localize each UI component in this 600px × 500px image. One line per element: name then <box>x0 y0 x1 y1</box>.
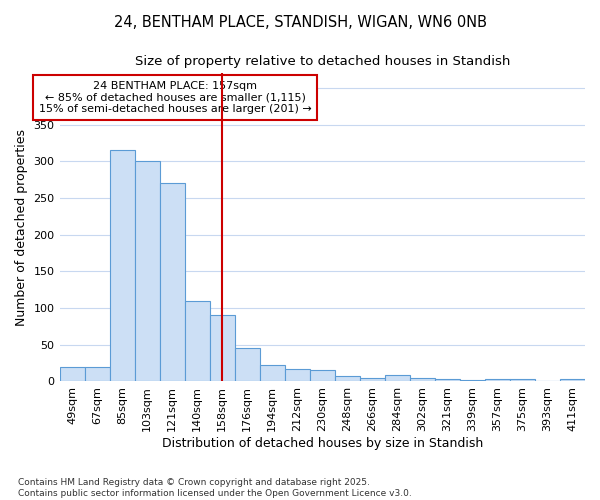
Bar <box>209 316 235 382</box>
Bar <box>285 369 310 382</box>
Bar <box>185 301 209 382</box>
Bar <box>535 380 560 382</box>
Bar <box>360 378 385 382</box>
Bar <box>260 366 285 382</box>
Bar <box>310 370 335 382</box>
Text: Contains HM Land Registry data © Crown copyright and database right 2025.
Contai: Contains HM Land Registry data © Crown c… <box>18 478 412 498</box>
Text: 24, BENTHAM PLACE, STANDISH, WIGAN, WN6 0NB: 24, BENTHAM PLACE, STANDISH, WIGAN, WN6 … <box>113 15 487 30</box>
Bar <box>410 378 435 382</box>
Bar <box>510 378 535 382</box>
Title: Size of property relative to detached houses in Standish: Size of property relative to detached ho… <box>134 55 510 68</box>
Y-axis label: Number of detached properties: Number of detached properties <box>15 129 28 326</box>
Bar <box>485 380 510 382</box>
Bar <box>134 162 160 382</box>
Bar <box>335 376 360 382</box>
Bar <box>235 348 260 382</box>
Bar <box>110 150 134 382</box>
Bar <box>85 367 110 382</box>
Bar <box>160 184 185 382</box>
Bar <box>460 380 485 382</box>
Text: 24 BENTHAM PLACE: 157sqm
← 85% of detached houses are smaller (1,115)
15% of sem: 24 BENTHAM PLACE: 157sqm ← 85% of detach… <box>39 81 311 114</box>
Bar <box>560 380 585 382</box>
X-axis label: Distribution of detached houses by size in Standish: Distribution of detached houses by size … <box>161 437 483 450</box>
Bar <box>385 375 410 382</box>
Bar <box>435 380 460 382</box>
Bar <box>59 367 85 382</box>
